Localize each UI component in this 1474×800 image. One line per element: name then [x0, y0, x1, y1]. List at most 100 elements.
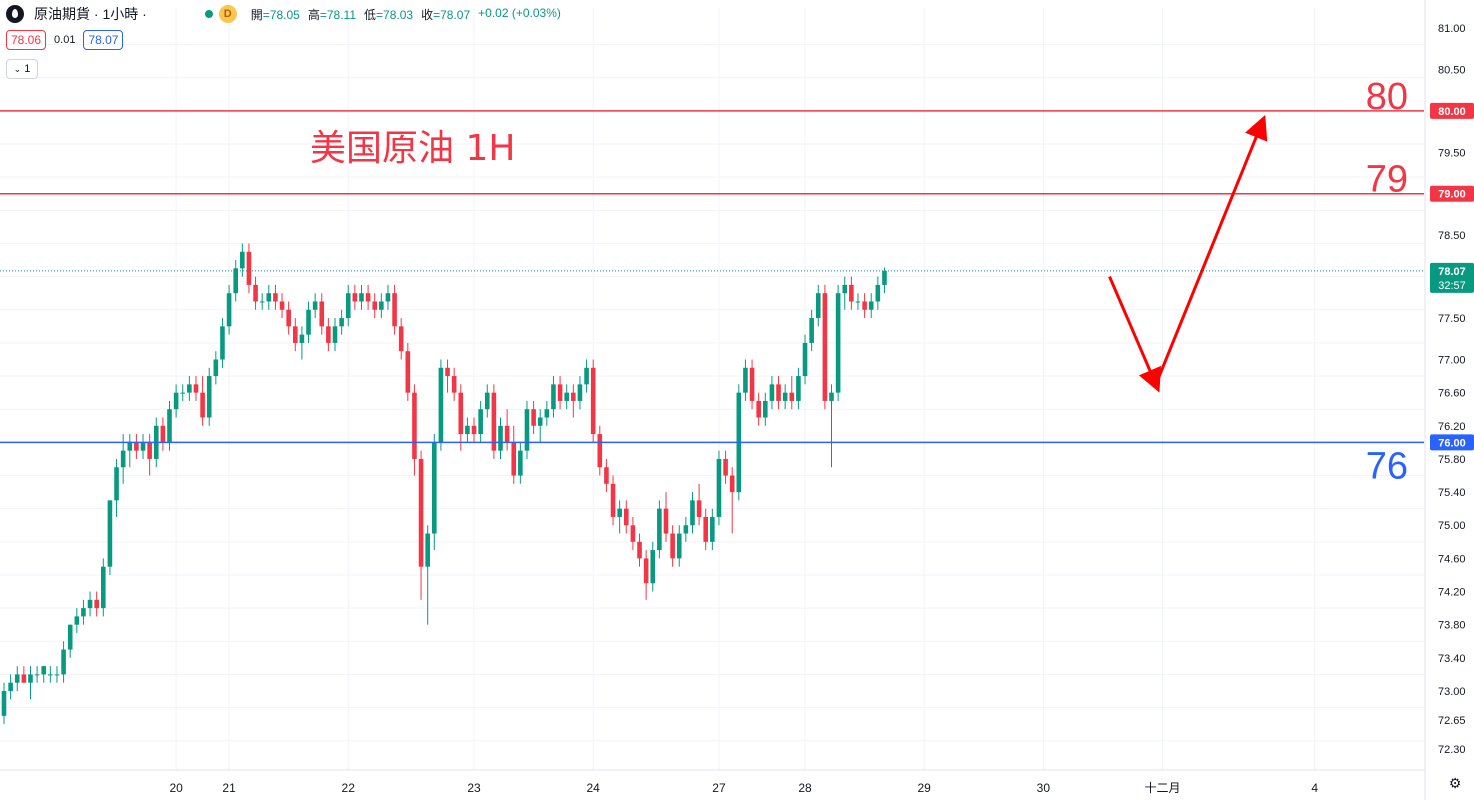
buy-price-button[interactable]: 78.07 [83, 30, 124, 50]
candle-up [584, 359, 589, 393]
candle-body [822, 293, 828, 401]
candle-up [524, 400, 530, 459]
candle-body [829, 392, 834, 401]
candle-body [107, 500, 113, 567]
candle-body [432, 442, 437, 534]
candle-down [637, 533, 642, 567]
candle-up [1, 682, 7, 725]
candle-body [676, 533, 682, 559]
candle-body [173, 392, 179, 410]
candle-up [8, 674, 13, 700]
y-tick-label: 78.50 [1438, 230, 1466, 242]
crude-oil-drop-icon[interactable] [6, 5, 24, 23]
candle-down [504, 409, 510, 451]
candle-body [663, 508, 669, 534]
x-tick-label: 23 [467, 781, 481, 795]
candle-up [61, 641, 66, 683]
candle-up [359, 284, 364, 310]
candle-body [842, 284, 848, 294]
symbol-title[interactable]: 原油期貨 · 1小時 · [34, 6, 147, 22]
last-price-label: 78.07 [1438, 266, 1466, 278]
candle-up [339, 309, 344, 335]
sell-price-button[interactable]: 78.06 [6, 30, 47, 50]
candle-up [577, 376, 583, 410]
candle-up [763, 392, 768, 426]
candle-body [279, 301, 285, 310]
x-tick-label: 28 [798, 781, 812, 795]
candle-body [756, 400, 761, 418]
candle-body [577, 384, 583, 401]
candle-body [14, 674, 20, 683]
candle-down [663, 492, 669, 542]
candle-up [67, 624, 73, 658]
candle-up [140, 434, 146, 459]
candle-body [180, 392, 186, 394]
data-delay-badge[interactable]: D [218, 5, 237, 23]
y-tick-label: 73.00 [1438, 686, 1466, 698]
projection-arrow-up [1154, 114, 1268, 385]
candle-up [657, 500, 662, 559]
candle-up [220, 318, 225, 368]
candle-down [160, 417, 166, 451]
candle-body [723, 458, 728, 476]
candle-down [491, 384, 497, 459]
y-tick-label: 72.30 [1438, 744, 1466, 756]
candle-body [94, 599, 99, 609]
candle-body [670, 533, 675, 559]
candle-up [676, 525, 682, 567]
projection-arrow-down [1108, 276, 1161, 393]
candle-up [425, 525, 430, 625]
candle-up [829, 384, 834, 468]
candle-up [498, 417, 503, 459]
candle-down [723, 450, 728, 484]
candles [1, 243, 887, 725]
candle-up [465, 417, 470, 443]
candle-body [319, 301, 325, 327]
candle-up [716, 450, 722, 526]
candle-up [710, 508, 715, 551]
candle-body [862, 301, 867, 310]
market-open-dot-icon [204, 10, 213, 18]
candle-up [868, 293, 874, 319]
candle-body [41, 666, 47, 675]
candle-body [379, 301, 384, 310]
candle-body [372, 301, 378, 310]
candle-up [484, 384, 490, 418]
level-annotation-76: 76 [1366, 445, 1408, 487]
candle-down [703, 508, 709, 551]
candle-body [140, 442, 146, 451]
candle-body [584, 367, 589, 385]
y-tick-label: 77.00 [1438, 354, 1466, 366]
candle-body [226, 293, 232, 327]
candle-body [465, 425, 470, 435]
x-tick-label: 30 [1037, 781, 1051, 795]
candle-up [815, 284, 821, 327]
candle-body [809, 318, 814, 343]
candle-body [101, 566, 106, 609]
gear-icon[interactable]: ⚙ [1448, 775, 1462, 791]
candle-body [703, 516, 709, 542]
candle-body [451, 376, 457, 393]
candle-up [438, 359, 444, 451]
indicators-collapse-button[interactable]: ⌄ 1 [6, 59, 38, 79]
candle-down [776, 376, 781, 410]
candle-down [789, 376, 795, 410]
candle-body [875, 284, 881, 302]
candle-down [630, 516, 636, 551]
candle-down [511, 425, 517, 484]
candle-body [458, 392, 464, 435]
candle-up [87, 591, 93, 617]
candle-down [398, 318, 404, 360]
candle-up [796, 367, 801, 410]
candle-up [306, 301, 311, 343]
candle-body [802, 342, 808, 377]
candle-body [299, 334, 305, 343]
candle-up [41, 666, 47, 683]
candle-down [643, 550, 649, 600]
candle-down [822, 284, 828, 410]
candle-body [200, 392, 205, 418]
quote-box: 78.06 0.01 78.07 [6, 29, 124, 51]
ohlc-close: 收=78.07 [421, 7, 471, 22]
y-tick-label: 77.50 [1438, 313, 1466, 325]
